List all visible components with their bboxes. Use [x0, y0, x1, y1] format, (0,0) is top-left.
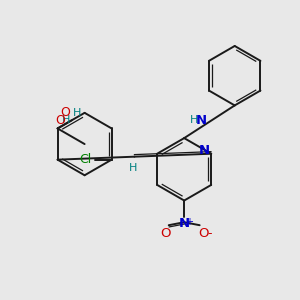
Text: N: N [178, 218, 190, 230]
Text: H: H [73, 108, 82, 118]
Text: O: O [160, 227, 170, 240]
Text: +: + [185, 217, 194, 227]
Text: -: - [207, 227, 211, 240]
Text: H: H [129, 163, 137, 173]
Text: H: H [62, 115, 70, 125]
Text: Cl: Cl [80, 153, 92, 166]
Text: O: O [60, 106, 70, 119]
Text: O: O [198, 227, 208, 240]
Text: O: O [55, 114, 65, 127]
Text: H: H [190, 115, 198, 125]
Text: N: N [199, 144, 210, 157]
Text: N: N [196, 114, 207, 127]
